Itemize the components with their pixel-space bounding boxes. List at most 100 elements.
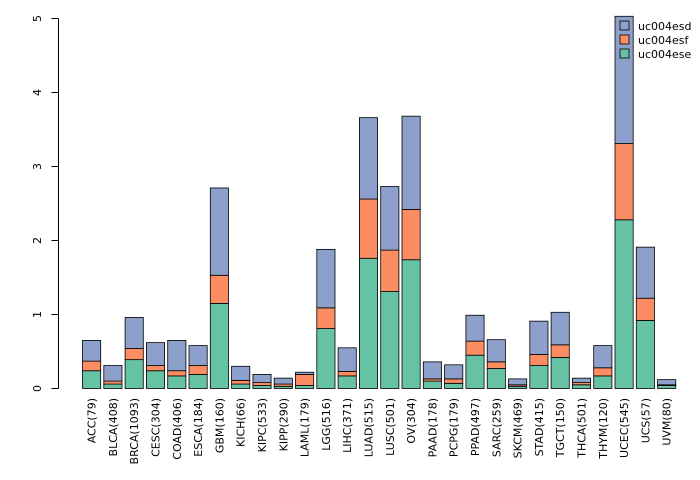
- x-tick-label: LIHC(371): [341, 398, 354, 453]
- bar-uc004esf-17: [444, 378, 464, 384]
- bar-uc004ese-24: [593, 375, 613, 389]
- x-tick-label: PCPG(179): [448, 398, 461, 457]
- bar-uc004esd-10: [295, 371, 315, 375]
- bar-uc004esf-14: [380, 249, 400, 292]
- bar-uc004esd-20: [508, 378, 528, 386]
- x-tick-label: KIPP(290): [277, 398, 290, 451]
- bar-uc004esd-15: [401, 115, 421, 210]
- bar-uc004esf-19: [486, 361, 506, 369]
- y-tick-label: 2: [31, 237, 44, 244]
- x-tick-label: UVM(80): [661, 398, 674, 446]
- y-tick-label: 5: [31, 15, 44, 22]
- legend-label-uc004esf: uc004esf: [638, 34, 690, 47]
- y-axis: 0 1 2 3 4 5: [31, 15, 59, 392]
- x-axis-labels: ACC(79) BLCA(408) BRCA(1093) CESC(304) COAD(…: [86, 398, 674, 464]
- bar-uc004esd-25: [614, 15, 634, 144]
- bar-uc004esf-6: [209, 274, 229, 304]
- bar-uc004ese-22: [550, 357, 570, 389]
- bar-uc004esd-17: [444, 364, 464, 380]
- x-tick-label: ACC(79): [86, 398, 99, 443]
- x-tick-label: LUAD(515): [363, 398, 376, 457]
- bar-uc004ese-23: [572, 384, 592, 389]
- x-tick-label: LGG(516): [320, 398, 333, 451]
- x-tick-label: BLCA(408): [107, 398, 120, 456]
- bar-uc004esf-18: [465, 340, 485, 356]
- bar-uc004esd-21: [529, 320, 549, 355]
- legend-label-uc004ese: uc004ese: [638, 48, 692, 61]
- bar-uc004ese-19: [486, 368, 506, 389]
- bar-uc004esd-12: [337, 347, 357, 372]
- bar-uc004ese-12: [337, 375, 357, 389]
- legend-swatch-uc004esd: [619, 20, 630, 31]
- bar-uc004ese-15: [401, 259, 421, 389]
- bar-uc004esf-22: [550, 344, 570, 358]
- x-tick-label: OV(304): [405, 398, 418, 444]
- x-tick-label: STAD(415): [533, 398, 546, 456]
- bar-uc004esd-23: [572, 377, 592, 383]
- bar-uc004esf-4: [167, 370, 187, 377]
- bar-uc004ese-13: [358, 257, 378, 389]
- bar-uc004ese-16: [422, 380, 442, 389]
- x-tick-label: UCS(57): [639, 398, 652, 443]
- bar-uc004esf-3: [145, 365, 165, 372]
- x-tick-label: LUSC(501): [384, 398, 397, 456]
- bar-uc004esf-21: [529, 354, 549, 366]
- bar-uc004esf-11: [316, 307, 336, 329]
- x-tick-label: GBM(160): [213, 398, 226, 453]
- y-tick-label: 3: [31, 163, 44, 170]
- bar-uc004ese-10: [295, 385, 315, 389]
- bar-uc004ese-2: [124, 359, 144, 389]
- bar-uc004ese-14: [380, 291, 400, 389]
- bar-uc004esf-15: [401, 209, 421, 261]
- bar-uc004esd-27: [657, 379, 677, 386]
- bar-uc004ese-21: [529, 365, 549, 389]
- bar-uc004esf-1: [103, 380, 123, 385]
- bar-uc004esd-6: [209, 187, 229, 276]
- x-tick-label: CESC(304): [150, 398, 163, 457]
- bar-uc004esd-14: [380, 186, 400, 251]
- bar-uc004ese-17: [444, 382, 464, 389]
- bar-uc004esf-8: [252, 382, 272, 386]
- x-tick-label: UCEC(545): [618, 398, 631, 458]
- bar-uc004esd-5: [188, 345, 208, 366]
- bar-uc004esd-13: [358, 117, 378, 200]
- bars-group: [82, 15, 677, 389]
- bar-uc004esd-16: [422, 361, 442, 380]
- bar-uc004ese-3: [145, 370, 165, 389]
- bar-uc004esd-7: [231, 365, 251, 381]
- bar-uc004esd-2: [124, 317, 144, 349]
- legend-label-uc004esd: uc004esd: [638, 20, 692, 33]
- bar-uc004ese-11: [316, 328, 336, 389]
- bar-uc004esd-1: [103, 365, 123, 382]
- y-tick-label: 0: [31, 385, 44, 392]
- x-tick-label: ESCA(184): [192, 398, 205, 457]
- bar-uc004esf-2: [124, 348, 144, 361]
- bar-uc004esd-19: [486, 339, 506, 363]
- bar-uc004ese-1: [103, 383, 123, 389]
- bar-uc004esd-24: [593, 345, 613, 369]
- bar-uc004esd-3: [145, 342, 165, 366]
- x-tick-label: KICH(66): [235, 398, 248, 447]
- bar-uc004esd-18: [465, 314, 485, 342]
- bar-uc004esf-12: [337, 371, 357, 377]
- bar-uc004esd-4: [167, 339, 187, 372]
- x-tick-label: PPAD(497): [469, 398, 482, 456]
- bar-uc004ese-27: [657, 385, 677, 389]
- bar-uc004ese-26: [635, 320, 655, 389]
- x-tick-label: SARC(259): [490, 398, 503, 457]
- x-tick-label: SKCM(469): [512, 398, 525, 458]
- bar-uc004ese-25: [614, 219, 634, 389]
- x-tick-label: KIPC(533): [256, 398, 269, 452]
- bar-uc004esf-26: [635, 297, 655, 321]
- x-tick-label: TGCT(150): [554, 398, 567, 458]
- legend-swatch-uc004ese: [619, 48, 630, 59]
- bar-uc004esf-10: [295, 374, 315, 386]
- bar-uc004ese-7: [231, 383, 251, 389]
- x-tick-label: THCA(501): [576, 398, 589, 459]
- bar-uc004esf-24: [593, 367, 613, 377]
- x-tick-label: COAD(406): [171, 398, 184, 460]
- bar-uc004esd-9: [273, 377, 293, 385]
- y-tick-label: 1: [31, 311, 44, 318]
